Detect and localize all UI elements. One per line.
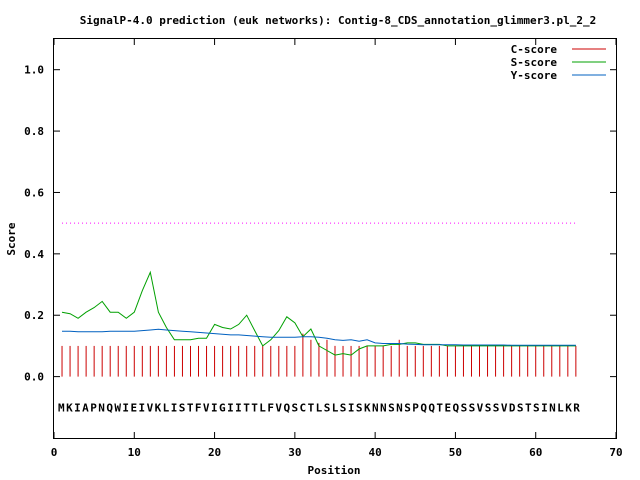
y-tick-label: 0.8: [24, 125, 44, 138]
y-tick-label: 1.0: [24, 64, 44, 77]
x-tick-label: 70: [609, 446, 622, 459]
axis-ticks: 0 10 20 30 40 50 60 70 0.0 0.2 0.4 0.6 0.8 1.0: [24, 39, 623, 459]
x-tick-label: 10: [128, 446, 141, 459]
amino-acid-sequence: MKIAPNQWIEIVKLISTFVIGIITTLFVQSCTLSLSISKN…: [58, 401, 580, 414]
x-tick-label: 0: [51, 446, 58, 459]
y-tick-label: 0.0: [24, 371, 44, 384]
x-axis-label: Position: [308, 464, 361, 477]
legend-label: C-score: [511, 43, 558, 56]
y-tick-label: 0.2: [24, 309, 44, 322]
s-score-line: [61, 270, 576, 356]
x-tick-label: 20: [208, 446, 221, 459]
y-tick-label: 0.6: [24, 186, 44, 199]
score-lines: [61, 270, 576, 356]
y-axis-label: Score: [5, 222, 18, 255]
plot-frame: [53, 38, 617, 439]
x-tick-label: 40: [369, 446, 382, 459]
y-score-line: [62, 328, 576, 346]
x-tick-label: 50: [449, 446, 462, 459]
x-tick-label: 30: [288, 446, 301, 459]
legend-label: S-score: [511, 56, 558, 69]
x-tick-label: 60: [529, 446, 542, 459]
y-tick-label: 0.4: [24, 248, 44, 261]
legend-label: Y-score: [511, 69, 558, 82]
chart-title: SignalP-4.0 prediction (euk networks): C…: [80, 14, 597, 27]
c-score-impulses: [61, 333, 577, 377]
